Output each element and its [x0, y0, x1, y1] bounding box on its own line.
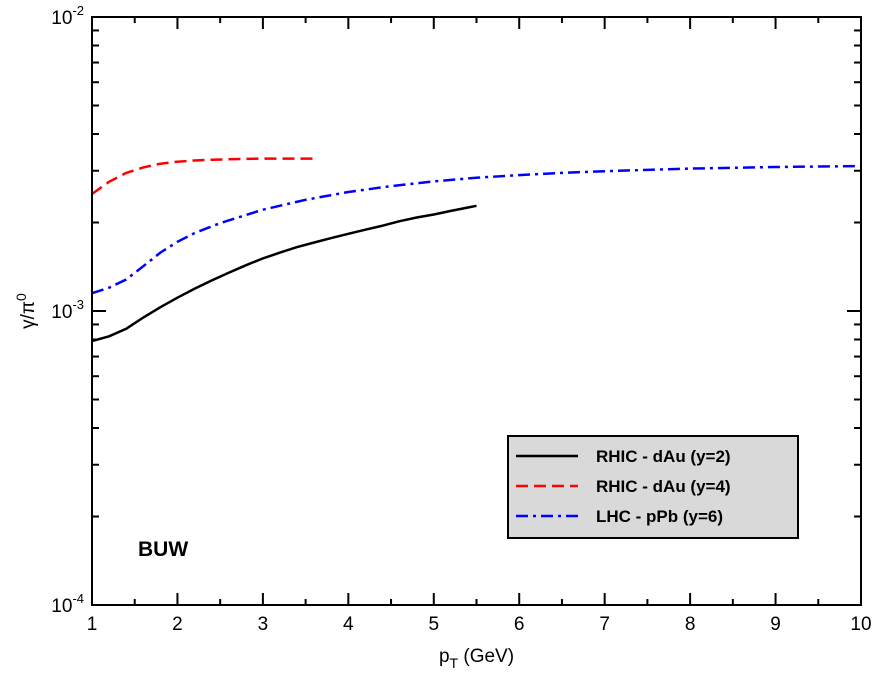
y-axis-title: γ/π0	[13, 293, 39, 329]
plot-frame	[91, 16, 862, 606]
x-tick-label: 9	[770, 614, 781, 635]
x-tick-label: 8	[685, 614, 696, 635]
legend-label-2: RHIC - dAu (y=4)	[596, 477, 731, 496]
x-tick-label: 2	[172, 614, 183, 635]
legend-label-1: RHIC - dAu (y=2)	[596, 447, 731, 466]
x-tick-label: 4	[343, 614, 354, 635]
x-axis-title: pT (GeV)	[439, 646, 514, 671]
series-line-2	[91, 157, 315, 196]
x-tick-label: 3	[258, 614, 269, 635]
y-tick-label: 10-2	[51, 3, 84, 29]
x-tick-label: 10	[850, 614, 871, 635]
y-tick-label: 10-3	[51, 297, 84, 323]
y-tick-label: 10-4	[51, 591, 84, 617]
legend-label-3: LHC - pPb (y=6)	[596, 507, 723, 526]
series-line-3	[91, 164, 862, 295]
legend-items: RHIC - dAu (y=2) RHIC - dAu (y=4) LHC - pP…	[516, 447, 731, 526]
x-tick-label: 5	[428, 614, 439, 635]
series-line-1	[91, 204, 477, 343]
legend: RHIC - dAu (y=2) RHIC - dAu (y=4) LHC - pP…	[507, 435, 799, 539]
x-tick-label: 6	[514, 614, 525, 635]
series-lines	[91, 157, 862, 343]
annotation-buw: BUW	[138, 538, 188, 561]
x-tick-label: 7	[599, 614, 610, 635]
x-tick-label: 1	[87, 614, 98, 635]
